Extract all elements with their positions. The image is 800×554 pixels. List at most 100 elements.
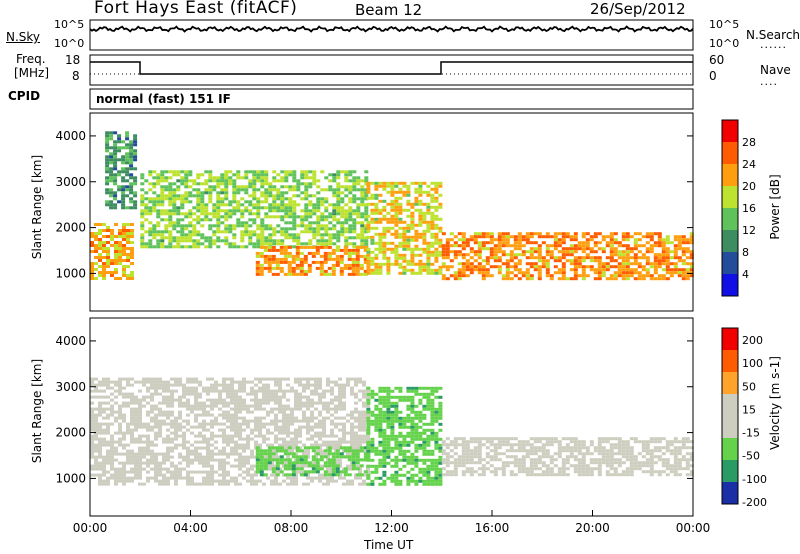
heat-cell — [465, 238, 470, 242]
heat-cell — [296, 236, 301, 240]
heat-cell — [202, 407, 206, 411]
heat-cell — [398, 244, 403, 248]
heat-cell — [355, 257, 360, 261]
heat-cell — [299, 449, 304, 453]
heat-cell — [581, 268, 586, 272]
heat-cell — [685, 271, 690, 275]
heat-cell — [150, 449, 154, 453]
heat-cell — [300, 242, 305, 246]
heat-cell — [260, 176, 265, 180]
heat-cell — [589, 268, 594, 272]
heat-cell — [609, 265, 614, 269]
heat-cell — [186, 440, 190, 444]
heat-cell — [386, 419, 391, 423]
heat-cell — [473, 253, 478, 257]
heat-cell — [327, 251, 332, 255]
heat-cell — [422, 404, 427, 408]
heat-cell — [352, 209, 357, 213]
heat-cell — [250, 467, 254, 471]
heat-cell — [346, 440, 350, 444]
heat-cell — [493, 238, 498, 242]
heat-cell — [414, 446, 419, 450]
heat-cell — [577, 440, 582, 444]
heat-cell — [126, 452, 130, 456]
heat-cell — [188, 233, 193, 237]
heat-cell — [300, 182, 305, 186]
heat-cell — [330, 431, 334, 435]
heat-cell — [625, 244, 630, 248]
heat-cell — [331, 452, 336, 456]
heat-cell — [336, 230, 341, 234]
heat-cell — [581, 467, 586, 471]
heat-cell — [477, 265, 482, 269]
heat-cell — [224, 227, 229, 231]
heat-cell — [276, 197, 281, 201]
heat-cell — [378, 443, 383, 447]
heat-cell — [218, 479, 222, 483]
heat-cell — [144, 242, 149, 246]
heat-cell — [398, 265, 403, 269]
heat-cell — [315, 458, 320, 462]
heat-cell — [232, 188, 237, 192]
heat-cell — [573, 235, 578, 239]
heat-cell — [469, 265, 474, 269]
heat-cell — [118, 443, 122, 447]
heat-cell — [410, 416, 415, 420]
heat-cell — [314, 431, 318, 435]
heat-cell — [238, 437, 242, 441]
heat-cell — [581, 473, 586, 477]
heat-cell — [410, 476, 415, 480]
heat-cell — [609, 250, 614, 254]
heat-cell — [186, 404, 190, 408]
heat-cell — [142, 452, 146, 456]
heat-cell — [545, 235, 550, 239]
heat-cell — [593, 235, 598, 239]
heat-cell — [264, 242, 269, 246]
heat-cell — [184, 212, 189, 216]
heat-cell — [287, 266, 292, 270]
heat-cell — [334, 407, 338, 411]
heat-cell — [178, 470, 182, 474]
heat-cell — [577, 262, 582, 266]
heat-cell — [174, 482, 178, 486]
heat-cell — [306, 431, 310, 435]
heat-cell — [94, 467, 98, 471]
heat-cell — [214, 386, 218, 390]
heat-cell — [266, 422, 270, 426]
heat-cell — [382, 262, 387, 266]
heat-cell — [398, 479, 403, 483]
heat-cell — [441, 256, 446, 260]
heat-cell — [541, 262, 546, 266]
heat-cell — [422, 470, 427, 474]
heat-cell — [160, 245, 165, 249]
heat-cell — [649, 262, 654, 266]
heat-cell — [336, 203, 341, 207]
heat-cell — [109, 158, 114, 162]
heat-cell — [481, 271, 486, 275]
heat-cell — [226, 401, 230, 405]
heat-cell — [166, 449, 170, 453]
heat-cell — [186, 464, 190, 468]
heat-cell — [545, 470, 550, 474]
heat-cell — [625, 277, 630, 281]
heat-cell — [291, 467, 296, 471]
heat-cell — [182, 386, 186, 390]
heat-cell — [236, 221, 241, 225]
heat-cell — [553, 238, 558, 242]
heat-cell — [122, 446, 126, 450]
heat-cell — [541, 455, 546, 459]
heat-cell — [585, 265, 590, 269]
heat-cell — [304, 215, 309, 219]
heat-cell — [347, 458, 352, 462]
heat-cell — [254, 398, 258, 402]
heat-cell — [170, 449, 174, 453]
heat-cell — [121, 146, 126, 150]
heat-cell — [430, 217, 435, 221]
heat-cell — [625, 262, 630, 266]
heat-cell — [505, 265, 510, 269]
heat-cell — [283, 452, 288, 456]
heat-cell — [348, 197, 353, 201]
heat-cell — [434, 217, 439, 221]
heat-cell — [332, 191, 337, 195]
heat-cell — [453, 274, 458, 278]
